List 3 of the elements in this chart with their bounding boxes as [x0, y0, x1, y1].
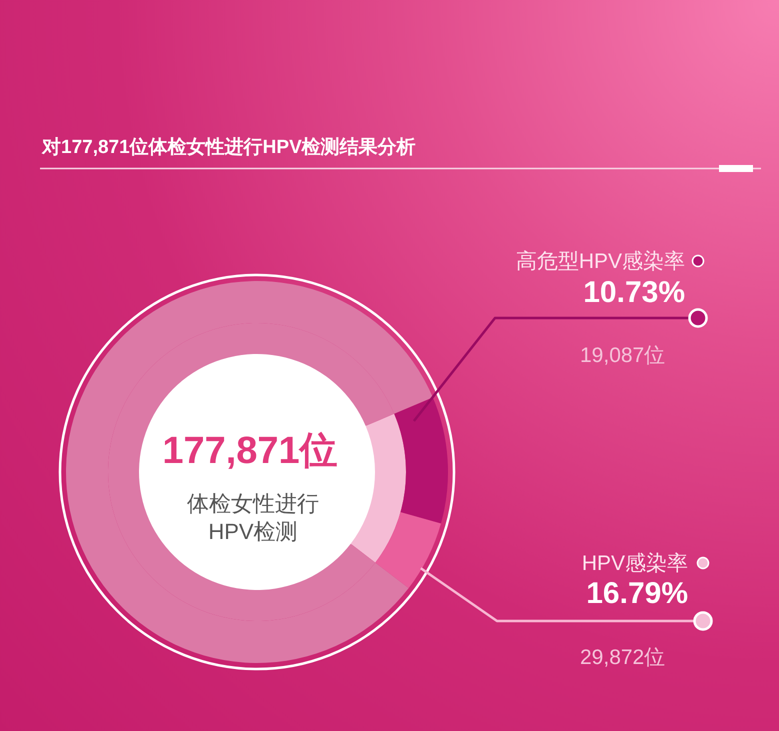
title: 对177,871位体检女性进行HPV检测结果分析	[42, 137, 416, 158]
center-note: 体检女性进行HPV检测	[186, 490, 320, 546]
center-total: 177,871位	[162, 430, 338, 472]
